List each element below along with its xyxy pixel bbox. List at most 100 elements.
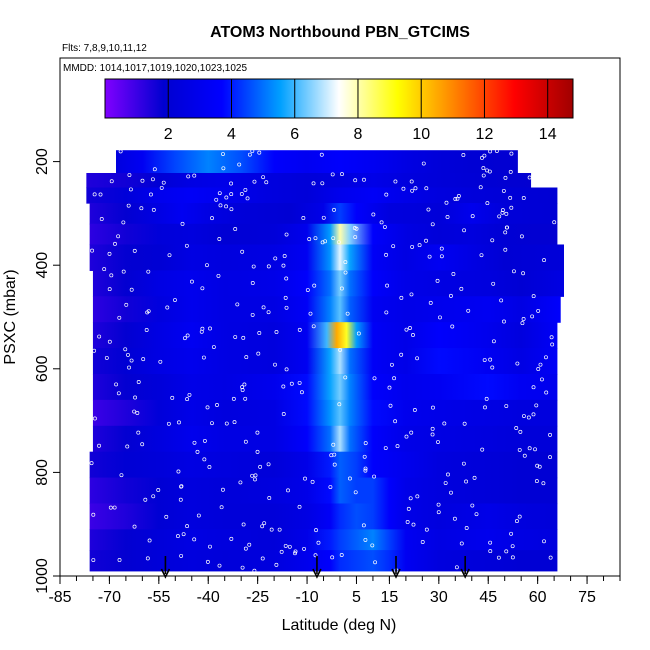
sample-point: [165, 305, 170, 310]
sample-point: [424, 238, 428, 243]
sample-point: [215, 403, 219, 407]
sample-point: [250, 149, 255, 153]
sample-point: [427, 254, 432, 259]
sample-point: [415, 494, 420, 499]
x-tick-label: -85: [48, 589, 71, 606]
sample-point: [363, 537, 368, 542]
sample-point: [218, 203, 223, 208]
sample-point: [173, 298, 177, 302]
sample-point: [284, 232, 289, 237]
sample-point: [445, 215, 450, 219]
sample-point: [216, 273, 221, 278]
sample-point: [436, 440, 440, 444]
heatmap-band: [89, 223, 558, 246]
profile-marker-head: [160, 568, 171, 579]
sample-point: [399, 295, 404, 300]
sample-point: [363, 441, 368, 446]
sample-point: [406, 506, 411, 511]
sample-point: [320, 181, 325, 186]
sample-point: [504, 211, 509, 216]
sample-point: [221, 166, 226, 171]
sample-point: [192, 440, 197, 445]
sample-point: [109, 273, 114, 278]
heatmap-band: [92, 270, 565, 297]
sample-point: [240, 385, 245, 390]
y-tick-label: 200: [34, 148, 51, 175]
sample-point: [531, 412, 536, 417]
sample-point: [494, 149, 499, 153]
sample-point: [145, 556, 150, 561]
sample-point: [121, 269, 126, 274]
sample-point: [279, 549, 284, 554]
sample-point: [509, 205, 514, 210]
y-tick-label: 400: [34, 252, 51, 279]
sample-point: [148, 192, 153, 197]
sample-point: [466, 308, 471, 313]
sample-point: [253, 473, 258, 478]
x-tick-label: -10: [295, 589, 318, 606]
sample-point: [462, 421, 467, 426]
sample-point: [531, 294, 536, 299]
sample-point: [185, 397, 190, 402]
sample-point: [92, 192, 97, 197]
colorbar-tick-label: 4: [227, 126, 236, 143]
sample-point: [116, 234, 121, 239]
sample-point: [509, 151, 514, 156]
sample-point: [490, 238, 495, 243]
sample-point: [284, 276, 289, 281]
x-tick-label: -25: [246, 589, 269, 606]
sample-point: [428, 300, 433, 305]
sample-point: [266, 264, 271, 269]
sample-point: [117, 558, 122, 562]
sample-point: [413, 186, 418, 191]
sample-point: [482, 153, 487, 158]
sample-point: [311, 181, 316, 186]
sample-point: [552, 220, 557, 225]
sample-point: [479, 253, 484, 258]
sample-point: [260, 524, 265, 529]
sample-point: [412, 407, 417, 412]
sample-point: [181, 532, 186, 537]
sample-point: [343, 375, 348, 380]
sample-point: [152, 167, 157, 172]
sample-point: [92, 416, 97, 421]
colorbar: 2 4 6 8 10 12 14: [104, 78, 574, 143]
sample-point: [221, 152, 225, 156]
sample-point: [299, 390, 304, 395]
sample-point: [500, 208, 505, 213]
sample-point: [459, 286, 464, 291]
sample-point: [156, 488, 161, 492]
sample-point: [167, 253, 172, 258]
sample-point: [161, 180, 166, 185]
sample-point: [301, 215, 306, 220]
sample-point: [112, 505, 117, 510]
sample-point: [385, 283, 390, 288]
sample-point: [496, 555, 501, 560]
sample-point: [97, 443, 101, 448]
sample-point: [550, 342, 555, 347]
sample-point: [472, 475, 477, 480]
sample-point: [439, 246, 444, 251]
sample-point: [283, 543, 288, 548]
sample-point: [391, 244, 396, 249]
sample-point: [274, 330, 279, 334]
sample-point: [393, 419, 398, 424]
sample-point: [438, 315, 442, 320]
sample-point: [339, 553, 344, 557]
sample-point: [500, 210, 505, 215]
sample-point: [297, 504, 302, 509]
y-axis: 200 400 600 800 1000: [34, 148, 60, 594]
y-tick-label: 800: [34, 459, 51, 486]
sample-point: [526, 415, 531, 420]
sample-point: [331, 442, 336, 447]
sample-point: [527, 446, 532, 451]
sample-point: [243, 546, 248, 551]
sample-point: [470, 503, 475, 508]
sample-point: [126, 203, 131, 208]
sample-point: [323, 239, 328, 244]
sample-point: [431, 405, 435, 410]
sample-point: [483, 405, 487, 410]
sample-point: [491, 281, 496, 286]
sample-point: [273, 256, 278, 261]
sample-point: [372, 376, 377, 381]
